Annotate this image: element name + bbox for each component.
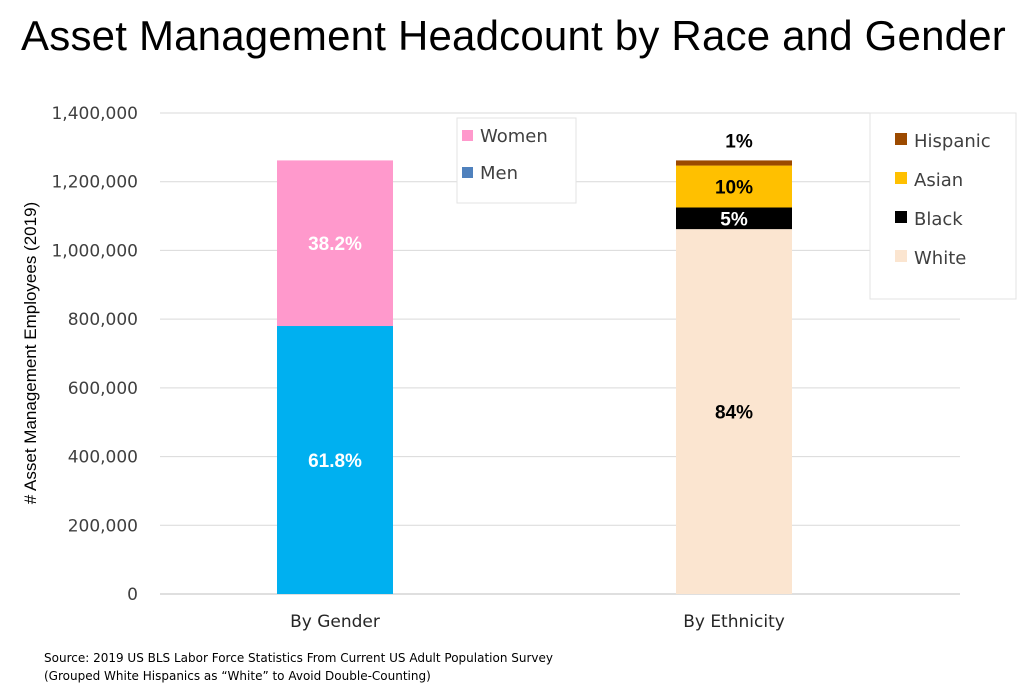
x-tick-label: By Gender: [290, 612, 380, 632]
bar-segment-asian: [676, 165, 792, 208]
legend-label: Men: [480, 163, 518, 184]
legend-box: [869, 112, 1017, 300]
legend-swatch: [895, 172, 907, 184]
y-tick-label: 1,000,000: [51, 241, 138, 261]
legend-swatch: [895, 211, 907, 223]
y-axis-label: # Asset Management Employees (2019): [21, 202, 40, 504]
legend-label: Women: [480, 126, 548, 147]
y-tick-label: 0: [127, 585, 138, 605]
data-label: 84%: [715, 403, 753, 424]
bar-segment-hispanic: [676, 160, 792, 166]
data-label: 38.2%: [308, 234, 362, 255]
source-line-2: (Grouped White Hispanics as “White” to A…: [44, 669, 431, 683]
x-tick-label: By Ethnicity: [683, 612, 785, 632]
legend-swatch: [895, 250, 907, 262]
data-label: 5%: [720, 209, 748, 230]
data-label: 10%: [715, 178, 753, 199]
legend-box: [456, 117, 577, 204]
legend-label: White: [914, 248, 966, 269]
y-tick-label: 600,000: [68, 379, 138, 399]
y-tick-label: 1,400,000: [51, 104, 138, 124]
y-tick-label: 800,000: [68, 310, 138, 330]
legend-label: Black: [914, 209, 963, 230]
legend-swatch: [462, 130, 473, 141]
bar-segment-men: [277, 326, 393, 594]
bar-segment-black: [676, 207, 792, 230]
chart-title: Asset Management Headcount by Race and G…: [21, 12, 1006, 59]
data-label: 61.8%: [308, 451, 362, 472]
bar-segment-white: [676, 229, 792, 594]
legend-label: Hispanic: [914, 131, 991, 152]
source-line-1: Source: 2019 US BLS Labor Force Statisti…: [44, 651, 554, 665]
y-tick-label: 200,000: [68, 516, 138, 536]
legend-swatch: [895, 133, 907, 145]
legend-label: Asian: [914, 170, 963, 191]
y-tick-label: 1,200,000: [51, 173, 138, 193]
data-label: 1%: [725, 131, 753, 152]
source-note: Source: 2019 US BLS Labor Force Statisti…: [44, 649, 553, 685]
bar-segment-women: [277, 160, 393, 327]
legend-swatch: [462, 167, 473, 178]
y-tick-label: 400,000: [68, 448, 138, 468]
